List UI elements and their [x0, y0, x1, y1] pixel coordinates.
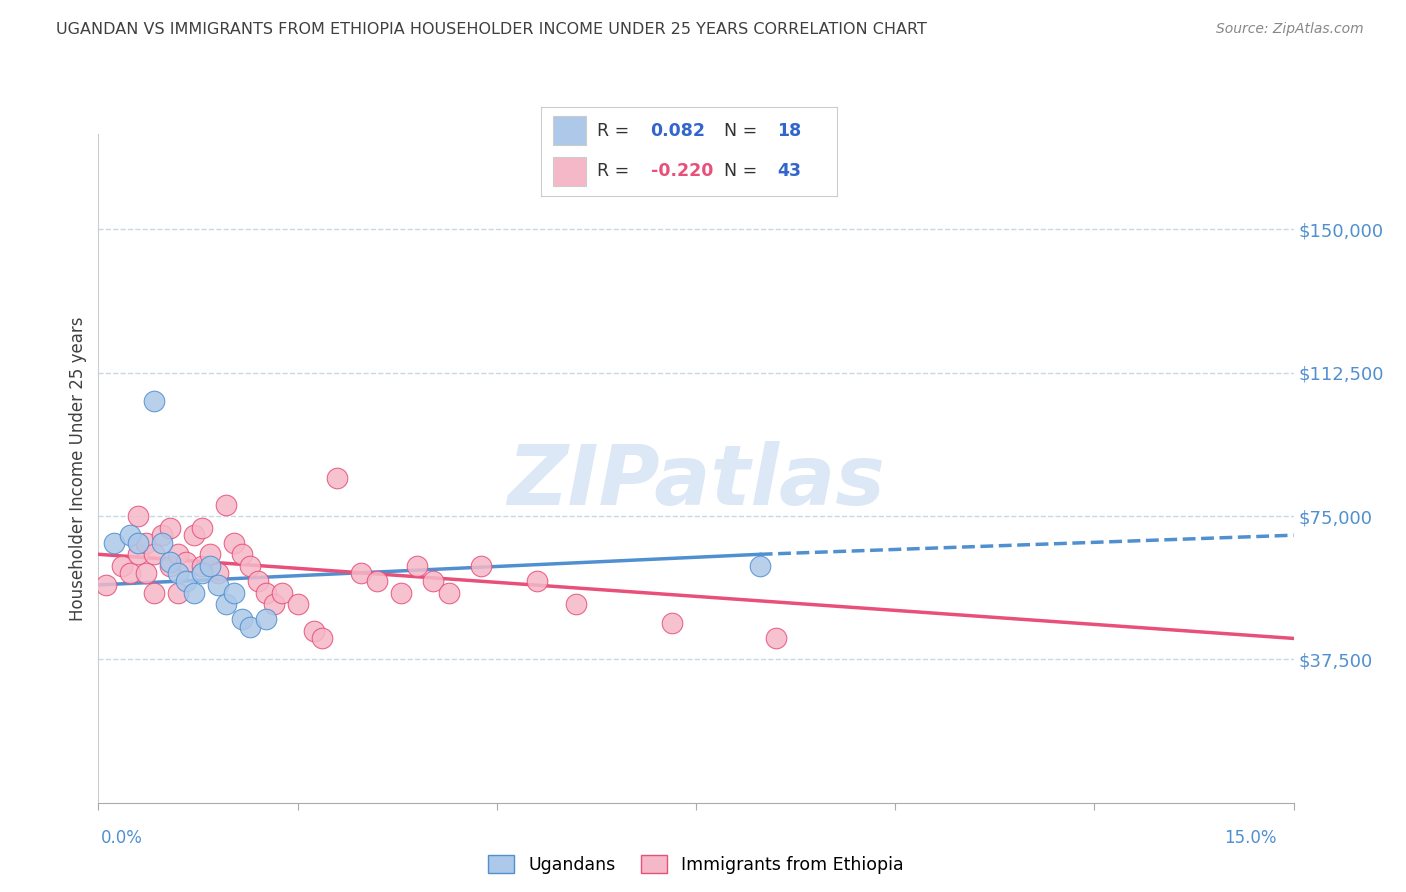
Point	[159, 558, 181, 573]
Point	[96, 578, 118, 592]
Point	[239, 558, 262, 573]
Point	[120, 566, 142, 581]
Point	[231, 612, 253, 626]
Point	[143, 394, 166, 409]
Point	[135, 566, 157, 581]
Y-axis label: Householder Income Under 25 years: Householder Income Under 25 years	[69, 316, 87, 621]
Point	[661, 616, 683, 631]
FancyBboxPatch shape	[553, 116, 586, 145]
FancyBboxPatch shape	[553, 157, 586, 186]
Point	[198, 547, 221, 561]
Point	[422, 574, 444, 588]
Point	[191, 520, 214, 534]
Point	[222, 536, 245, 550]
Point	[198, 558, 221, 573]
Point	[287, 597, 309, 611]
Point	[470, 558, 492, 573]
Point	[191, 566, 214, 581]
Point	[231, 547, 253, 561]
Point	[406, 558, 429, 573]
Point	[150, 536, 173, 550]
Point	[120, 528, 142, 542]
Point	[263, 597, 285, 611]
Point	[174, 555, 197, 569]
Point	[127, 536, 149, 550]
Point	[167, 566, 190, 581]
Point	[270, 585, 292, 599]
Point	[748, 558, 770, 573]
Point	[389, 585, 412, 599]
Text: R =: R =	[598, 161, 636, 180]
Point	[765, 632, 787, 646]
Legend: Ugandans, Immigrants from Ethiopia: Ugandans, Immigrants from Ethiopia	[481, 848, 911, 881]
Point	[143, 547, 166, 561]
Point	[222, 585, 245, 599]
Text: 18: 18	[778, 121, 801, 140]
Text: ZIPatlas: ZIPatlas	[508, 442, 884, 522]
Text: 15.0%: 15.0%	[1225, 829, 1277, 847]
Point	[183, 528, 205, 542]
Text: UGANDAN VS IMMIGRANTS FROM ETHIOPIA HOUSEHOLDER INCOME UNDER 25 YEARS CORRELATIO: UGANDAN VS IMMIGRANTS FROM ETHIOPIA HOUS…	[56, 22, 927, 37]
Text: N =: N =	[724, 161, 763, 180]
Point	[326, 471, 349, 485]
Point	[143, 585, 166, 599]
Text: 0.0%: 0.0%	[101, 829, 143, 847]
Text: R =: R =	[598, 121, 636, 140]
Text: 0.082: 0.082	[651, 121, 706, 140]
Point	[246, 574, 269, 588]
Point	[167, 547, 190, 561]
Text: N =: N =	[724, 121, 763, 140]
Point	[565, 597, 588, 611]
Point	[127, 547, 149, 561]
Point	[215, 498, 238, 512]
Point	[103, 536, 125, 550]
Point	[215, 597, 238, 611]
Point	[111, 558, 134, 573]
Point	[311, 632, 333, 646]
Text: -0.220: -0.220	[651, 161, 713, 180]
Point	[350, 566, 373, 581]
Point	[302, 624, 325, 638]
Point	[159, 555, 181, 569]
Point	[239, 620, 262, 634]
Point	[135, 536, 157, 550]
Point	[254, 585, 277, 599]
Point	[127, 509, 149, 524]
Point	[183, 585, 205, 599]
Text: Source: ZipAtlas.com: Source: ZipAtlas.com	[1216, 22, 1364, 37]
Point	[174, 574, 197, 588]
Point	[159, 520, 181, 534]
Text: 43: 43	[778, 161, 801, 180]
Point	[526, 574, 548, 588]
Point	[167, 585, 190, 599]
Point	[191, 558, 214, 573]
Point	[437, 585, 460, 599]
Point	[207, 566, 229, 581]
Point	[150, 528, 173, 542]
Point	[254, 612, 277, 626]
Point	[366, 574, 388, 588]
Point	[207, 578, 229, 592]
